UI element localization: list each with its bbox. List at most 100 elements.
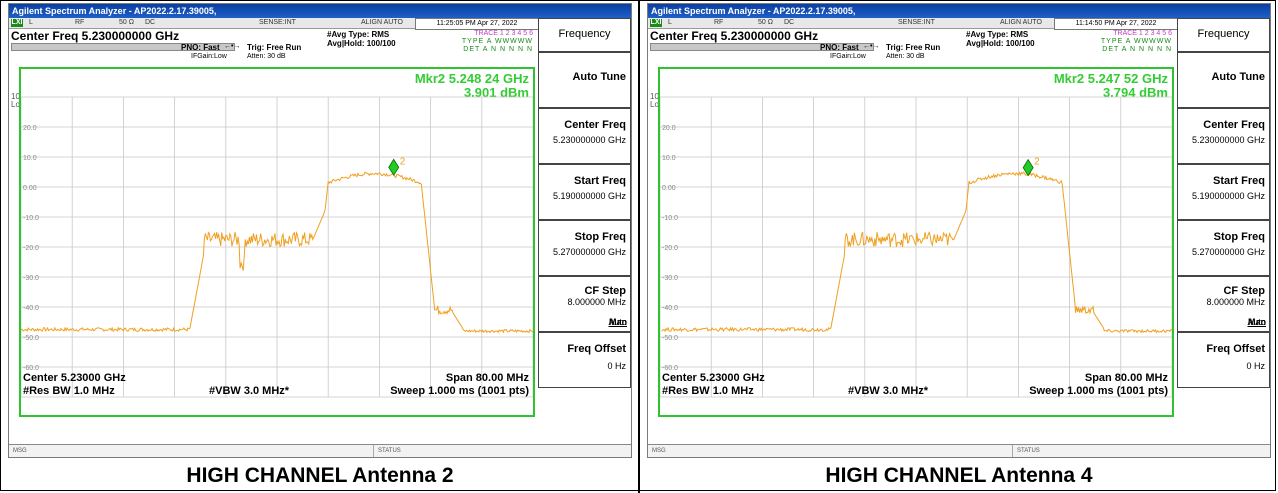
y-tick-label: -60.0: [23, 365, 39, 372]
trig-label: Trig: Free Run: [886, 43, 941, 52]
stop-freq-button[interactable]: Stop Freq 5.270000000 GHz: [1177, 220, 1270, 276]
status-align: ALIGN AUTO: [361, 19, 403, 26]
y-tick-labels: 20.0 10.0 0.00 -10.0 -20.0 -30.0 -40.0 -50.0 -60…: [23, 125, 39, 372]
stop-freq-button[interactable]: Stop Freq 5.270000000 GHz: [538, 220, 631, 276]
marker-number: 2: [1034, 157, 1040, 168]
status-rf: RF: [714, 19, 724, 26]
spectrum-display[interactable]: Mkr2 5.247 52 GHz 3.794 dBm 20.0 10.0 0.00…: [658, 67, 1174, 417]
marker-number: 2: [400, 156, 406, 167]
marker-diamond-icon: [388, 158, 400, 177]
start-freq-value: 5.190000000 GHz: [1191, 191, 1265, 201]
spectrum-display[interactable]: Mkr2 5.248 24 GHz 3.901 dBm 20.0 10.0 0.00…: [19, 67, 535, 417]
center-freq-button[interactable]: Center Freq 5.230000000 GHz: [1177, 108, 1270, 164]
avg-hold-label: Avg|Hold: 100/100: [327, 39, 396, 48]
center-freq-label: Center Freq: [1203, 119, 1265, 131]
status-impedance: 50 Ω: [758, 19, 773, 26]
center-freq-value: 5.230000000 GHz: [1191, 135, 1265, 145]
lxi-badge: LXI: [11, 19, 23, 27]
start-freq-label: Start Freq: [574, 175, 626, 187]
msg-label: MSG: [13, 448, 27, 454]
graticule: 20.0 10.0 0.00 -10.0 -20.0 -30.0 -40.0 -50.0 -60…: [660, 96, 1172, 398]
analyzer-panel: Agilent Spectrum Analyzer - AP2022.2.17.…: [8, 3, 632, 458]
freq-offset-value: 0 Hz: [607, 361, 626, 371]
man-option: Man: [1248, 317, 1266, 327]
graticule: 20.0 10.0 0.00 -10.0 -20.0 -30.0 -40.0 -50.0 -60…: [21, 96, 533, 398]
grid-lines: [660, 96, 1172, 398]
pno-label: PNO: Fast: [181, 43, 220, 52]
start-freq-button[interactable]: Start Freq 5.190000000 GHz: [538, 164, 631, 220]
arrow-icon: ←•→: [863, 43, 880, 50]
msg-label: MSG: [652, 448, 666, 454]
marker-amplitude: 3.901 dBm: [463, 85, 529, 100]
marker-amplitude: 3.794 dBm: [1102, 85, 1168, 100]
panel-caption: HIGH CHANNEL Antenna 2: [186, 464, 454, 487]
status-box: STATUS: [1012, 445, 1193, 457]
stop-freq-label: Stop Freq: [574, 231, 626, 243]
auto-tune-button[interactable]: Auto Tune: [538, 52, 631, 108]
res-bw-label: #Res BW 1.0 MHz: [662, 385, 754, 397]
cf-step-value: 8.000000 MHz: [567, 297, 626, 307]
auto-man-toggle[interactable]: Auto Man: [541, 317, 627, 327]
center-freq-title[interactable]: Center Freq 5.230000000 GHz: [650, 29, 819, 43]
menu-title-frequency[interactable]: Frequency: [538, 18, 631, 52]
y-tick-label: -20.0: [662, 245, 678, 252]
measurement-header: 11:25:05 PM Apr 27, 2022 Center Freq 5.2…: [9, 18, 539, 67]
log-label: Log: [650, 100, 664, 109]
cf-step-label: CF Step: [1223, 285, 1265, 297]
log-label: Log: [11, 100, 25, 109]
freq-offset-label: Freq Offset: [567, 343, 626, 355]
status-dc: DC: [784, 19, 795, 26]
ifgain-label: IFGain:Low: [830, 53, 866, 60]
marker-diamond-icon: [1022, 158, 1034, 177]
y-tick-label: -10.0: [662, 215, 678, 222]
cf-step-button[interactable]: CF Step 8.000000 MHz Auto Man: [538, 276, 631, 332]
freq-offset-value: 0 Hz: [1246, 361, 1265, 371]
type-line: TYPE A WWWWW: [1100, 38, 1172, 45]
center-freq-label: Center Freq: [564, 119, 626, 131]
status-sense: SENSE:INT: [898, 19, 935, 26]
center-freq-button[interactable]: Center Freq 5.230000000 GHz: [538, 108, 631, 164]
measurement-header: 11:14:50 PM Apr 27, 2022 Center Freq 5.2…: [648, 18, 1178, 67]
man-option: Man: [609, 317, 627, 327]
y-tick-label: -20.0: [23, 245, 39, 252]
ifgain-label: IFGain:Low: [191, 53, 227, 60]
freq-offset-button[interactable]: Freq Offset 0 Hz: [538, 332, 631, 388]
span-label: Span 80.00 MHz: [445, 372, 529, 384]
analyzer-panel: Agilent Spectrum Analyzer - AP2022.2.17.…: [647, 3, 1271, 458]
timestamp: 11:25:05 PM Apr 27, 2022: [415, 18, 539, 30]
stop-freq-label: Stop Freq: [1213, 231, 1265, 243]
trace-line: TRACE 1 2 3 4 5 6: [474, 30, 533, 37]
center-freq-title[interactable]: Center Freq 5.230000000 GHz: [11, 29, 180, 43]
status-sense: SENSE:INT: [259, 19, 296, 26]
auto-tune-button[interactable]: Auto Tune: [1177, 52, 1270, 108]
y-tick-label: -50.0: [23, 335, 39, 342]
status-row: LXI L RF 50 Ω DC SENSE:INT ALIGN AUTO: [648, 18, 1176, 29]
status-impedance: 50 Ω: [119, 19, 134, 26]
y-tick-label: 10.0: [662, 155, 676, 162]
stop-freq-value: 5.270000000 GHz: [1191, 247, 1265, 257]
status-l: L: [29, 19, 33, 26]
panel-caption: HIGH CHANNEL Antenna 4: [825, 464, 1093, 487]
y-tick-label: -40.0: [662, 305, 678, 312]
arrow-icon: ←•→: [224, 43, 241, 50]
start-freq-button[interactable]: Start Freq 5.190000000 GHz: [1177, 164, 1270, 220]
stop-freq-value: 5.270000000 GHz: [552, 247, 626, 257]
cf-step-value: 8.000000 MHz: [1206, 297, 1265, 307]
trace-info-box: TRACE 1 2 3 4 5 6 TYPE A WWWWW DET A N N…: [1096, 30, 1172, 60]
auto-tune-label: Auto Tune: [1211, 71, 1265, 83]
freq-offset-button[interactable]: Freq Offset 0 Hz: [1177, 332, 1270, 388]
vbw-label: #VBW 3.0 MHz*: [848, 385, 929, 397]
freq-offset-label: Freq Offset: [1206, 343, 1265, 355]
y-tick-label: 10.0: [23, 155, 37, 162]
y-tick-label: -50.0: [662, 335, 678, 342]
message-bar: MSG STATUS: [9, 444, 631, 457]
cf-step-button[interactable]: CF Step 8.000000 MHz Auto Man: [1177, 276, 1270, 332]
message-bar: MSG STATUS: [648, 444, 1270, 457]
status-align: ALIGN AUTO: [1000, 19, 1042, 26]
y-tick-label: -30.0: [23, 275, 39, 282]
type-line: TYPE A WWWWW: [461, 38, 533, 45]
lxi-badge: LXI: [650, 19, 662, 27]
menu-title-frequency[interactable]: Frequency: [1177, 18, 1270, 52]
menu-title-label: Frequency: [1197, 28, 1250, 40]
auto-man-toggle[interactable]: Auto Man: [1180, 317, 1266, 327]
